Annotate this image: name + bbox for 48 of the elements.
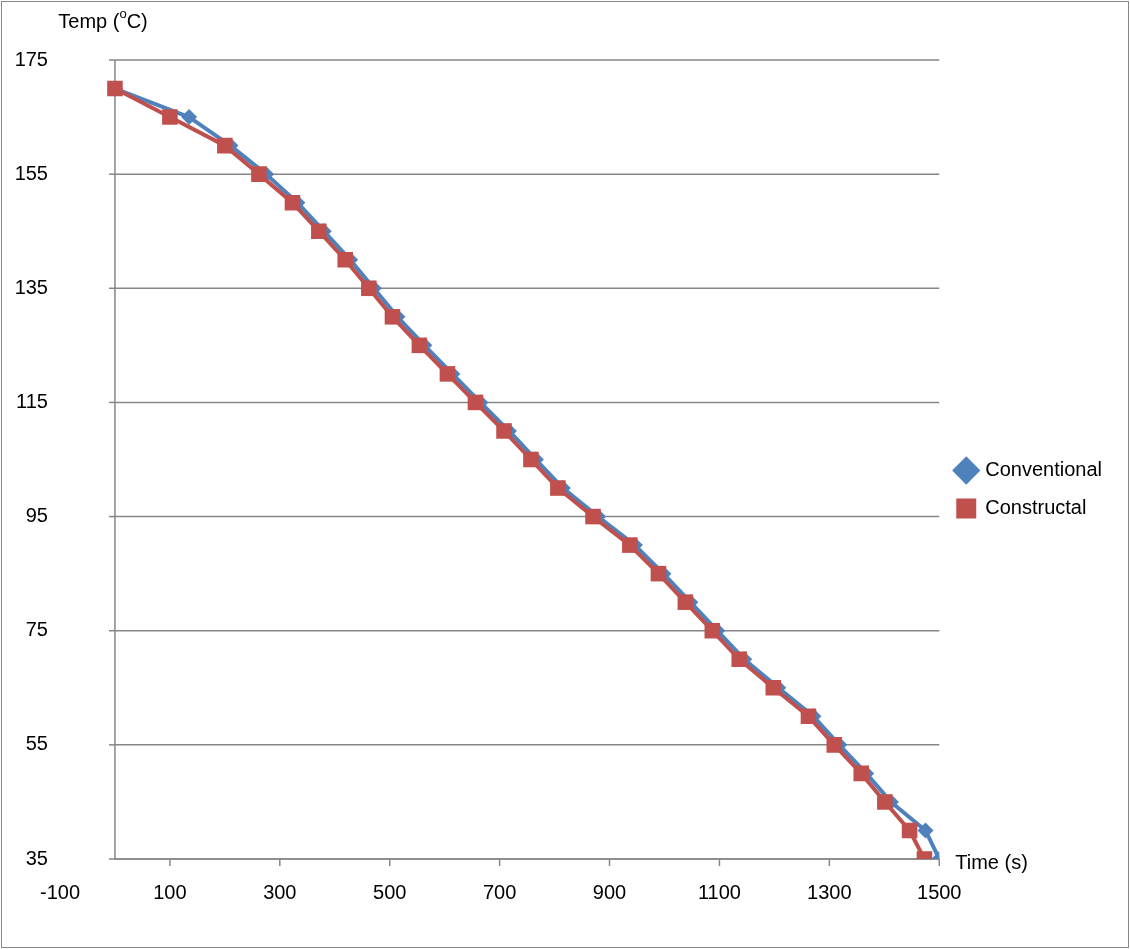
x-tick-label: 1300 bbox=[807, 880, 852, 903]
y-tick-label: 35 bbox=[25, 846, 48, 869]
y-tick-label: 155 bbox=[14, 161, 48, 184]
point bbox=[361, 280, 377, 297]
point bbox=[311, 223, 327, 239]
y-tick-label: 55 bbox=[25, 732, 48, 755]
y-tick-label: 95 bbox=[25, 504, 48, 527]
point bbox=[550, 480, 566, 496]
point bbox=[162, 109, 178, 125]
point bbox=[181, 109, 198, 126]
point bbox=[439, 366, 456, 382]
point bbox=[284, 194, 301, 211]
point bbox=[650, 565, 667, 582]
point bbox=[467, 394, 484, 411]
x-tick-label: 700 bbox=[482, 880, 517, 903]
x-tick-label: 100 bbox=[153, 880, 187, 903]
y-tick-label: 75 bbox=[25, 618, 48, 641]
x-tick-label: 500 bbox=[373, 880, 407, 903]
point bbox=[901, 822, 918, 839]
point bbox=[585, 508, 601, 525]
point bbox=[217, 137, 233, 154]
point bbox=[523, 451, 539, 468]
point bbox=[496, 423, 512, 439]
x-axis-title: Time (s) bbox=[955, 850, 1028, 873]
point bbox=[251, 166, 267, 182]
y-tick-label: 115 bbox=[16, 389, 48, 412]
y-tick-label: 175 bbox=[14, 47, 48, 70]
point bbox=[853, 765, 869, 782]
point bbox=[917, 822, 934, 839]
point bbox=[622, 537, 638, 553]
point bbox=[765, 680, 782, 696]
x-tick-label: 1100 bbox=[697, 880, 741, 903]
point bbox=[800, 708, 817, 725]
point bbox=[677, 594, 694, 610]
point bbox=[826, 737, 843, 753]
point bbox=[411, 337, 428, 354]
point bbox=[877, 794, 893, 810]
x-tick-label: 900 bbox=[592, 880, 627, 903]
x-tick-label: 1500 bbox=[917, 880, 962, 903]
x-tick-label: -100 bbox=[39, 880, 81, 903]
legend-label: Constructal bbox=[985, 496, 1087, 519]
legend-label: Conventional bbox=[985, 458, 1102, 481]
point bbox=[704, 622, 721, 639]
point bbox=[731, 651, 747, 668]
point bbox=[384, 309, 401, 325]
y-tick-label: 135 bbox=[14, 275, 48, 298]
point bbox=[337, 251, 353, 268]
x-tick-label: 300 bbox=[263, 880, 297, 903]
